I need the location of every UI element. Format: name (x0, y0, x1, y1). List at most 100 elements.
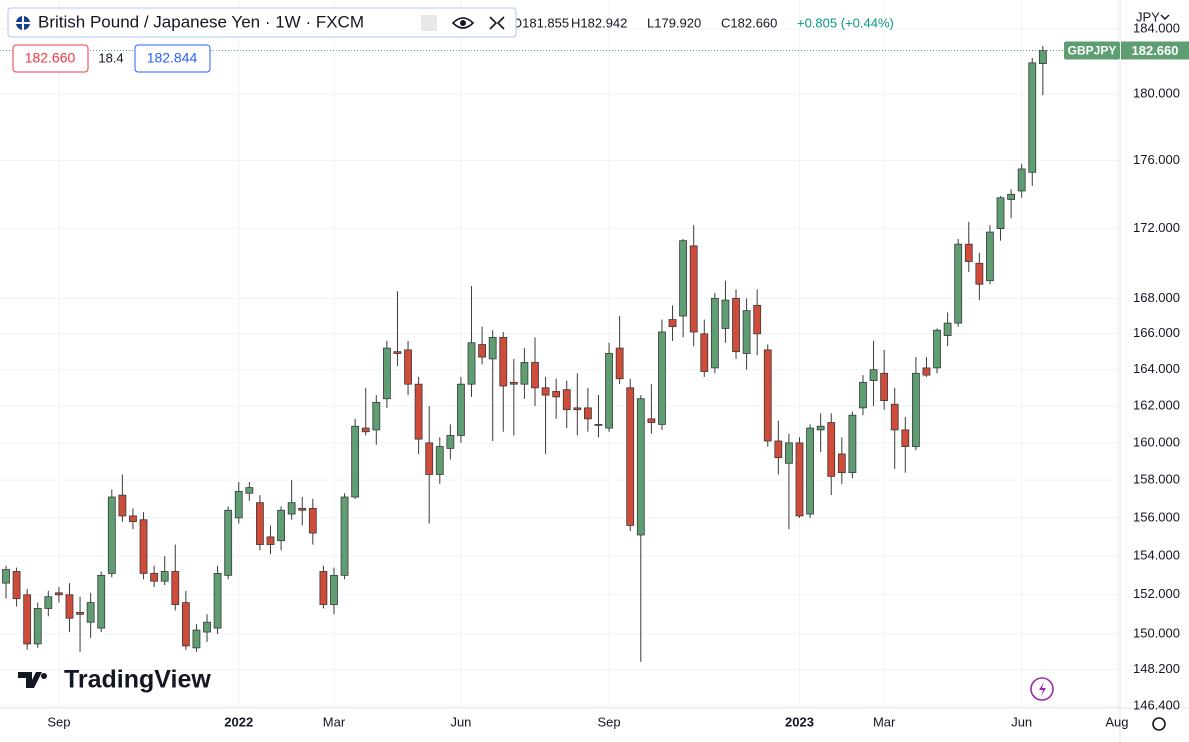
y-tick-label: 184.000 (1133, 20, 1180, 35)
candle-body (319, 571, 328, 605)
candle-body (181, 602, 190, 647)
y-tick-label: 162.000 (1133, 397, 1180, 412)
candle-body (171, 571, 180, 605)
watermark: TradingView (64, 666, 211, 694)
candle-body (457, 383, 465, 436)
candle-body (636, 398, 645, 536)
candle-body (12, 571, 21, 600)
candle-body (234, 490, 243, 519)
candle-body (55, 592, 63, 596)
candle-body (245, 487, 254, 494)
candle-body (954, 243, 963, 324)
candle-body (1017, 168, 1026, 192)
title-box[interactable] (7, 7, 517, 38)
candle-body (901, 429, 910, 447)
candle-body (859, 381, 867, 409)
candle-body (647, 418, 656, 423)
candle-body (615, 347, 624, 380)
x-tick-label: 2022 (224, 714, 253, 729)
currency[interactable]: JPY (1136, 9, 1160, 24)
candle-body (520, 362, 529, 385)
candle-body (742, 310, 751, 354)
flag-cross (16, 16, 30, 30)
ohlc-change: +0.805 (+0.44%) (797, 15, 894, 30)
sell-price: 182.660 (25, 50, 76, 66)
x-tick-label: Aug (1105, 714, 1128, 729)
settings-icon[interactable] (1152, 717, 1166, 731)
y-tick-label: 152.000 (1133, 586, 1180, 601)
candle-body (1007, 193, 1015, 200)
candle-body (256, 502, 264, 545)
candle-body (499, 336, 508, 387)
candle-body (65, 594, 74, 619)
candle-body (848, 414, 857, 474)
candle-body (710, 297, 719, 369)
x-tick-label: Sep (47, 714, 70, 729)
y-tick-label: 168.000 (1133, 290, 1180, 305)
x-tick-label: Sep (597, 714, 620, 729)
alert-icon[interactable] (1030, 677, 1054, 701)
candle-body (890, 403, 899, 431)
candle-body (425, 442, 434, 475)
candle-body (308, 507, 317, 534)
alert-bolt (1039, 682, 1046, 696)
candle-body (605, 353, 613, 429)
candle-body (785, 442, 793, 464)
ohlc-close: C182.660 (721, 15, 777, 30)
candle-body (1028, 62, 1037, 173)
candle-body (922, 367, 931, 376)
y-tick-label: 172.000 (1133, 220, 1180, 235)
candle-body (806, 427, 814, 515)
price-label: 182.660 (1132, 43, 1179, 58)
candle-body (679, 240, 688, 317)
candle-body (911, 372, 920, 447)
candle-body (298, 507, 307, 511)
y-tick-label: 148.200 (1133, 661, 1180, 676)
candle-body (774, 440, 783, 459)
candle-body (531, 362, 539, 389)
candle-body (1038, 50, 1047, 64)
candle-body (562, 389, 571, 411)
logo-dot (41, 673, 47, 679)
candle-body (414, 383, 423, 440)
candle-body (584, 407, 592, 420)
close-icon[interactable] (489, 16, 505, 30)
candle-body (44, 596, 53, 609)
candle-body (552, 391, 561, 398)
symbol-tag (1064, 41, 1120, 60)
candle-body (837, 453, 846, 474)
logo-icon (18, 672, 42, 688)
y-tick-label: 164.000 (1133, 361, 1180, 376)
eye-icon[interactable] (451, 17, 475, 29)
candle-body (467, 342, 476, 385)
y-tick-label: 156.000 (1133, 509, 1180, 524)
candle-body (869, 369, 878, 381)
candles (0, 45, 1120, 662)
candle-body (192, 629, 201, 649)
axes: 146.400 148.200 150.000 152.000 154.000 156.0… (47, 20, 1189, 729)
y-tick-label: 160.000 (1133, 434, 1180, 449)
candle-body (816, 425, 825, 431)
candle-body (404, 349, 412, 385)
candle-body (509, 381, 518, 385)
candle-body (446, 435, 455, 449)
candle-body (753, 304, 762, 335)
candle-body (795, 442, 804, 517)
candle-body (203, 621, 211, 633)
candle-body (626, 387, 635, 526)
candle-body (975, 262, 984, 285)
candle-body (340, 496, 349, 576)
ohlc-low: L179.920 (647, 15, 701, 30)
candle-body (996, 197, 1005, 230)
candle-body (351, 425, 360, 498)
y-tick-label: 158.000 (1133, 472, 1180, 487)
grid (0, 0, 1120, 708)
candle-body (382, 347, 391, 400)
candle-body (266, 536, 275, 545)
buy-box[interactable] (134, 44, 211, 73)
candle-body (361, 427, 370, 433)
candle-body (933, 329, 941, 369)
candle-body (277, 509, 285, 542)
sell-box[interactable] (12, 44, 89, 73)
